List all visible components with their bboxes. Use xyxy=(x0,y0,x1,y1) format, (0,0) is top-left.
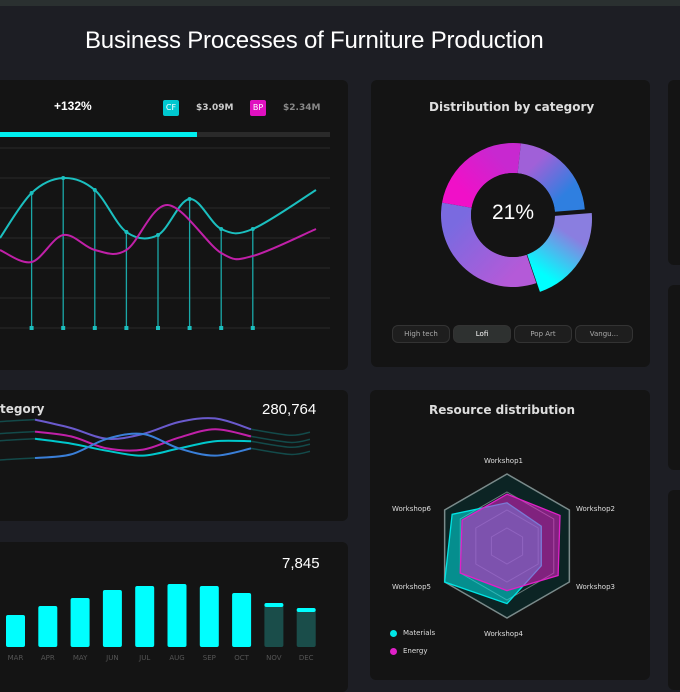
month-bar xyxy=(135,586,155,647)
page-title: Business Processes of Furniture Producti… xyxy=(85,27,544,54)
radar-title: Resource distribution xyxy=(429,403,576,417)
month-label: JUN xyxy=(106,654,119,662)
month-label: NOV xyxy=(266,654,282,662)
monthly-total: 7,845 xyxy=(282,555,320,572)
faded-series-start xyxy=(0,438,36,442)
radar-series-energy xyxy=(459,493,561,592)
month-label: SEP xyxy=(202,654,216,662)
radar-chart xyxy=(443,473,571,619)
cf-series-line xyxy=(0,176,317,240)
faded-series-end xyxy=(250,428,311,436)
donut-chart xyxy=(441,143,592,292)
category-series-line xyxy=(34,432,252,459)
month-label: JUL xyxy=(139,654,151,662)
right-panel-1 xyxy=(668,80,680,265)
faded-series-start xyxy=(0,418,36,423)
forecast-bar xyxy=(296,608,316,647)
donut-hole xyxy=(471,173,555,257)
category-panel: tegory 280,764 xyxy=(0,390,348,521)
stem-base-marker xyxy=(29,326,34,330)
radar-panel: Resource distribution Workshop1 Workshop2… xyxy=(370,390,650,680)
faded-series-start xyxy=(0,457,36,461)
cashflow-panel: +132% CF $3.09M BP $2.34M ··············… xyxy=(0,80,348,370)
stem-base-marker xyxy=(61,326,66,330)
month-bar xyxy=(232,593,252,647)
month-bar xyxy=(102,590,122,647)
category-title: tegory xyxy=(0,402,45,416)
donut-title: Distribution by category xyxy=(429,100,595,114)
energy-dot xyxy=(390,647,397,655)
category-series-line xyxy=(34,428,252,452)
month-bar xyxy=(199,586,219,647)
faded-series-end xyxy=(250,440,311,448)
style-option[interactable]: High tech xyxy=(392,325,450,343)
stem-base-marker xyxy=(187,326,192,330)
stem-base-marker xyxy=(219,326,224,330)
donut-panel: Distribution by category 21% High tech Lo… xyxy=(371,80,650,367)
bp-series-line xyxy=(0,203,317,264)
bp-value: $2.34M xyxy=(283,103,321,113)
monthly-panel: 7,845 MAR APR MAY JUN JUL AUG SEP OCT NOV DEC xyxy=(0,542,348,692)
radar-axis-label: Workshop1 xyxy=(484,457,523,465)
materials-label: Materials xyxy=(403,629,436,637)
radar-axis-label: Workshop5 xyxy=(392,583,431,591)
month-bar xyxy=(70,598,90,647)
category-line-chart xyxy=(0,417,311,461)
month-bar xyxy=(167,584,187,647)
donut-center-value: 21% xyxy=(492,201,535,224)
legend-energy: Energy xyxy=(390,647,428,655)
forecast-bar-cap xyxy=(264,603,284,607)
top-bar xyxy=(0,0,680,6)
category-total: 280,764 xyxy=(262,401,317,418)
month-label: AUG xyxy=(169,654,185,662)
radar-axis-label: Workshop4 xyxy=(484,630,523,638)
energy-label: Energy xyxy=(403,647,428,655)
style-option[interactable]: Vangu... xyxy=(575,325,633,343)
month-label: DEC xyxy=(298,654,314,662)
legend-cf: CF xyxy=(163,100,179,116)
month-bar xyxy=(38,606,58,647)
stem-base-marker xyxy=(124,326,129,330)
legend-materials: Materials xyxy=(390,629,435,637)
faded-series-end xyxy=(250,447,311,456)
month-label: MAY xyxy=(72,654,88,662)
month-label: OCT xyxy=(234,654,249,662)
donut-slice[interactable] xyxy=(442,143,521,208)
cf-value: $3.09M xyxy=(196,103,234,113)
radar-axis-label: Workshop6 xyxy=(392,505,431,513)
donut-slice[interactable] xyxy=(441,202,537,287)
month-label: MAR xyxy=(7,654,24,662)
radar-axis-label: Workshop3 xyxy=(576,583,615,591)
style-option[interactable]: Lofi xyxy=(453,325,511,343)
stem-base-marker xyxy=(92,326,97,330)
donut-slice[interactable] xyxy=(517,143,585,212)
stem-base-marker xyxy=(156,326,160,330)
monthly-bar-chart xyxy=(6,584,316,647)
radar-axis-label: Workshop2 xyxy=(576,505,615,513)
stem-base-marker xyxy=(250,326,255,330)
month-label: APR xyxy=(40,654,55,662)
progress-fill xyxy=(0,132,198,137)
materials-dot xyxy=(390,629,397,637)
faded-series-end xyxy=(250,435,311,444)
style-option[interactable]: Pop Art xyxy=(514,325,572,343)
month-bar xyxy=(6,615,25,647)
legend-bp: BP xyxy=(250,100,266,116)
forecast-bar xyxy=(264,603,284,647)
category-series-line xyxy=(34,437,252,457)
faded-series-start xyxy=(0,430,36,435)
change-percent: +132% xyxy=(54,99,92,113)
forecast-bar-cap xyxy=(296,608,316,612)
right-panel-2 xyxy=(668,285,680,470)
progress-bar xyxy=(0,132,330,137)
cashflow-line-chart xyxy=(0,147,330,330)
right-panel-3 xyxy=(668,490,680,690)
